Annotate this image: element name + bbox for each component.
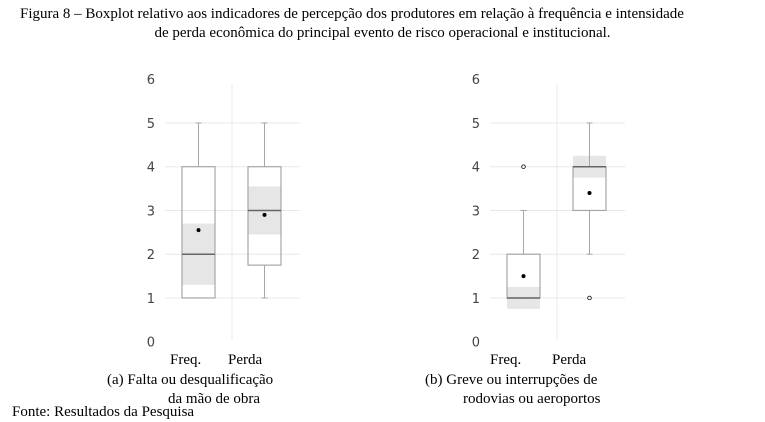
mean-marker (521, 274, 526, 279)
y-tick-label: 2 (147, 248, 155, 263)
y-tick-label: 5 (147, 117, 155, 132)
y-tick-label: 4 (147, 161, 155, 176)
y-tick-label: 6 (472, 73, 480, 88)
y-tick-label: 0 (147, 336, 155, 351)
figure-title-line1: Figura 8 – Boxplot relativo aos indicado… (20, 6, 684, 22)
box-freq (181, 122, 216, 299)
y-tick-label: 2 (472, 248, 480, 263)
box-freq (506, 164, 541, 309)
boxplot-panel-a: 0 1 2 3 4 5 6 (147, 73, 300, 351)
y-tick-label: 4 (472, 161, 480, 176)
category-label: Perda (552, 352, 586, 368)
y-tick-label: 1 (147, 292, 155, 307)
y-tick-label: 3 (472, 204, 480, 219)
iqr-box (181, 166, 216, 299)
source-note: Fonte: Resultados da Pesquisa (12, 404, 195, 420)
category-label: Freq. (170, 352, 201, 368)
boxplot-panel-b: 0 1 2 3 4 5 6 (472, 73, 625, 351)
mean-marker (587, 190, 592, 195)
panel-caption-line2: rodovias ou aeroportos (463, 391, 601, 407)
panel-caption-line1: (a) Falta ou desqualificação (107, 372, 273, 388)
mean-marker (196, 228, 201, 233)
panel-caption-line1: (b) Greve ou interrupções de (425, 372, 598, 388)
box-perda (572, 122, 607, 301)
outlier-point (587, 295, 592, 301)
figure-title-line2: de perda econômica do principal evento d… (154, 25, 611, 41)
iqr-box (247, 166, 282, 266)
category-label: Perda (228, 352, 262, 368)
box-perda (247, 122, 282, 299)
y-tick-label: 6 (147, 73, 155, 88)
panel-caption-line2: da mão de obra (168, 391, 260, 407)
y-tick-label: 3 (147, 204, 155, 219)
y-tick-label: 5 (472, 117, 480, 132)
category-label: Freq. (490, 352, 521, 368)
outlier-point (521, 164, 526, 169)
y-tick-label: 1 (472, 292, 480, 307)
y-tick-label: 0 (472, 336, 480, 351)
mean-marker (262, 212, 267, 217)
